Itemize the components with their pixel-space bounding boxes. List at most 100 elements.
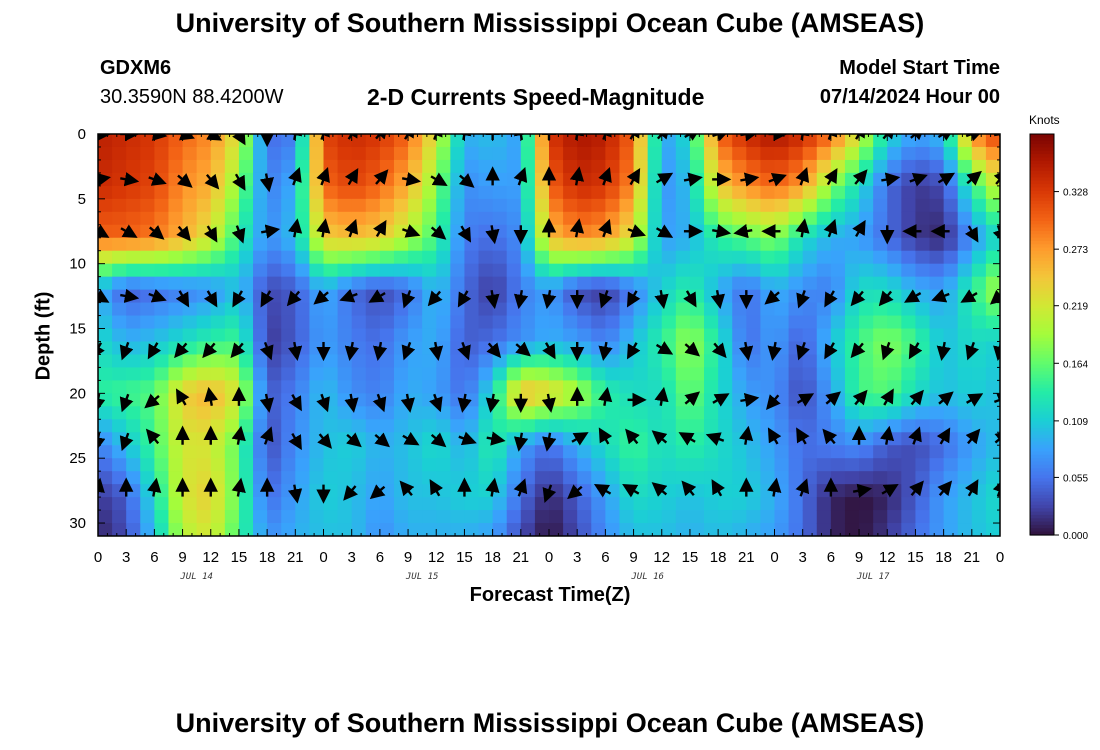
heat-cell xyxy=(591,276,606,291)
heat-cell xyxy=(844,276,860,291)
current-vector xyxy=(177,173,193,188)
heat-cell xyxy=(365,211,381,226)
heat-cell xyxy=(929,302,945,317)
heat-cell xyxy=(943,224,959,239)
heat-cell xyxy=(436,380,451,394)
current-vector xyxy=(965,428,981,445)
heat-cell xyxy=(112,250,127,265)
heat-cell xyxy=(140,198,155,213)
heat-cell xyxy=(746,445,761,459)
heat-cell xyxy=(661,367,677,381)
heat-cell xyxy=(492,458,508,472)
heat-cell xyxy=(915,302,931,317)
heat-cell xyxy=(704,172,719,187)
x-tick-label: 12 xyxy=(653,549,670,566)
x-tick-label: 3 xyxy=(799,549,807,566)
heat-cell xyxy=(830,237,846,252)
heat-cell xyxy=(971,159,987,174)
heat-cell xyxy=(323,302,339,317)
heat-cell xyxy=(929,315,945,330)
current-vector xyxy=(259,426,274,445)
heat-cell xyxy=(746,328,761,343)
heat-cell xyxy=(844,159,860,174)
heat-cell xyxy=(957,406,973,420)
heat-cell xyxy=(788,471,804,485)
heat-cell xyxy=(168,484,184,498)
current-vector xyxy=(542,342,556,360)
heat-cell xyxy=(957,523,973,536)
colorbar-segment xyxy=(1030,494,1054,499)
heat-cell xyxy=(549,393,564,407)
current-vector xyxy=(965,134,985,142)
heat-cell xyxy=(464,185,480,200)
heat-cell xyxy=(464,510,480,524)
heat-cell xyxy=(436,211,451,226)
heat-cell xyxy=(210,432,226,446)
heat-cell xyxy=(563,328,578,343)
heat-cell xyxy=(126,471,141,485)
heat-cell xyxy=(830,302,846,317)
current-vector xyxy=(368,289,386,303)
heat-cell xyxy=(534,146,550,161)
heat-cell xyxy=(647,250,663,265)
heat-cell xyxy=(224,510,240,524)
heat-cell xyxy=(196,432,212,446)
current-vector xyxy=(909,173,928,187)
heat-cell xyxy=(732,471,747,485)
heat-cell xyxy=(351,341,367,356)
heat-cell xyxy=(915,406,931,420)
heat-cell xyxy=(379,445,395,459)
heat-cell xyxy=(126,315,141,330)
heat-cell xyxy=(253,445,268,459)
heat-cell xyxy=(873,471,888,485)
heat-cell xyxy=(957,328,973,343)
heat-cell xyxy=(675,367,691,381)
heat-cell xyxy=(492,224,508,239)
heat-cell xyxy=(337,367,353,381)
heat-cell xyxy=(929,419,945,433)
heat-cell xyxy=(351,276,367,291)
heat-cell xyxy=(253,211,268,226)
heat-cell xyxy=(309,419,325,433)
heat-cell xyxy=(732,289,747,304)
heat-cell xyxy=(788,237,804,252)
heat-cell xyxy=(718,406,733,420)
heat-cell xyxy=(295,523,310,536)
heat-cell xyxy=(323,185,339,200)
colorbar-segment xyxy=(1030,528,1054,533)
heat-cell xyxy=(647,263,663,278)
heat-cell xyxy=(746,263,761,278)
heat-cell xyxy=(549,406,564,420)
heat-cell xyxy=(408,315,423,330)
heat-cell xyxy=(689,367,705,381)
heat-cell xyxy=(774,250,790,265)
heat-cell xyxy=(943,523,959,536)
heat-cell xyxy=(746,198,761,213)
heat-cell xyxy=(774,497,790,511)
heat-cell xyxy=(661,523,677,536)
heat-cell xyxy=(154,328,170,343)
heat-cell xyxy=(605,302,621,317)
heat-cell xyxy=(563,159,578,174)
heat-cell xyxy=(704,341,719,356)
heat-cell xyxy=(661,315,677,330)
heat-cell xyxy=(210,263,226,278)
heat-cell xyxy=(379,510,395,524)
heat-cell xyxy=(126,211,141,226)
heat-cell xyxy=(365,315,381,330)
heat-cell xyxy=(267,146,282,161)
heat-cell xyxy=(182,276,198,291)
heat-cell xyxy=(393,172,409,187)
heat-cell xyxy=(943,276,959,291)
current-vector xyxy=(428,341,444,361)
heat-cell xyxy=(563,211,578,226)
heat-cell xyxy=(140,224,155,239)
heat-cell xyxy=(957,276,973,291)
heat-cell xyxy=(704,354,719,369)
heat-cell xyxy=(929,146,945,161)
heat-cell xyxy=(168,432,184,446)
heat-cell xyxy=(351,146,367,161)
heat-cell xyxy=(98,523,113,536)
heat-cell xyxy=(140,328,155,343)
